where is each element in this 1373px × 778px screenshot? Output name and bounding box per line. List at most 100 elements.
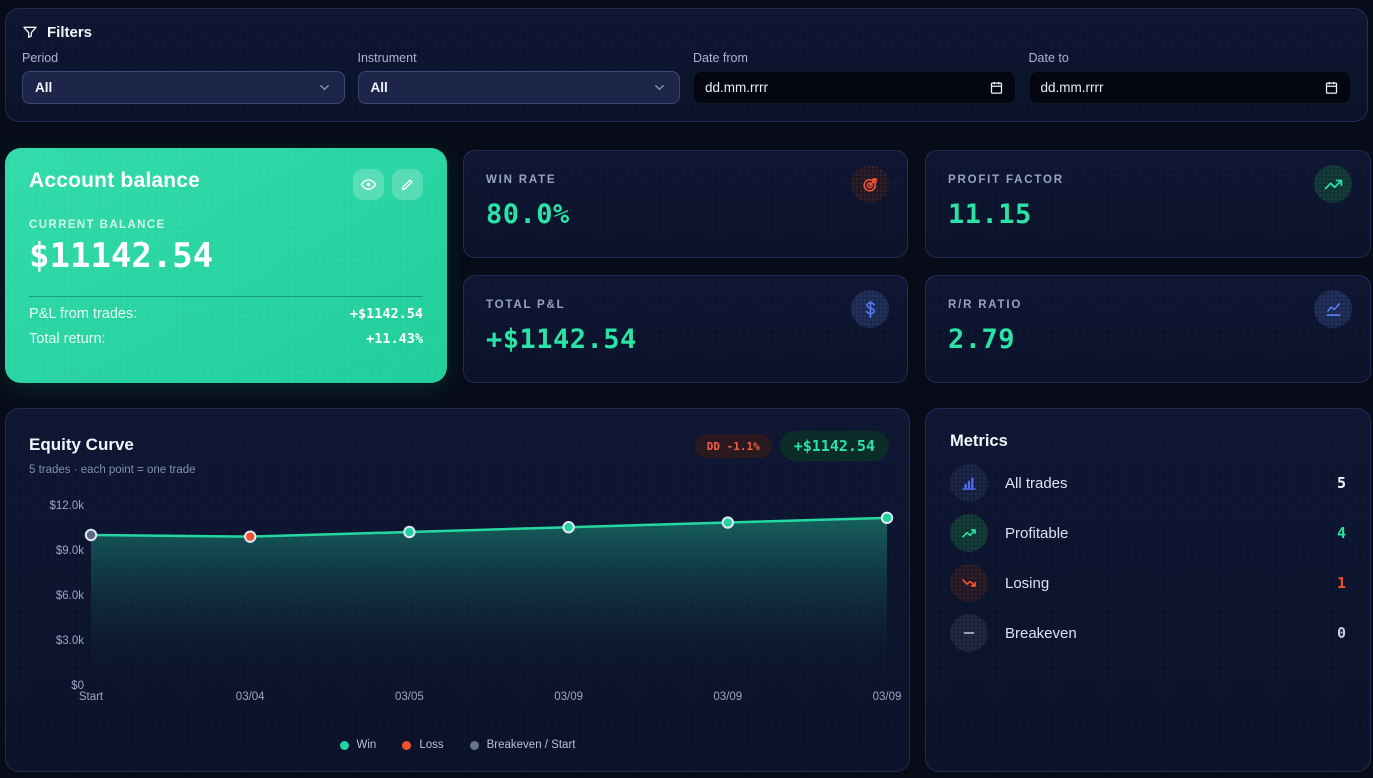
rr-ratio-card: R/R RATIO 2.79: [925, 275, 1371, 383]
total-return-value: +11.43%: [366, 331, 423, 347]
filters-panel: Filters Period All Instrument All Date f…: [5, 8, 1368, 122]
total-return-label: Total return:: [29, 331, 106, 347]
chevron-down-icon: [652, 80, 667, 95]
svg-text:$9.0k: $9.0k: [56, 545, 84, 557]
legend-dot-icon: [469, 740, 479, 750]
filter-date-to: Date to: [1028, 51, 1351, 104]
date-from-input[interactable]: [705, 80, 944, 95]
metric-label: Breakeven: [1005, 624, 1077, 642]
win-rate-value: 80.0%: [486, 199, 570, 230]
dollar-icon: [851, 290, 889, 328]
target-icon: [851, 165, 889, 203]
minus-icon: [950, 614, 988, 652]
legend-item: Breakeven / Start: [469, 739, 576, 751]
calendar-icon[interactable]: [989, 80, 1004, 95]
chart-point-win: [562, 521, 575, 534]
total-pnl-label: TOTAL P&L: [486, 299, 566, 311]
date-to-input-box[interactable]: [1028, 71, 1351, 104]
chevron-down-icon: [317, 80, 332, 95]
date-to-label: Date to: [1028, 51, 1069, 65]
legend-item: Win: [339, 739, 377, 751]
legend-label: Win: [356, 739, 377, 751]
legend-label: Breakeven / Start: [486, 739, 576, 751]
metric-row-losing: Losing 1: [950, 564, 1346, 602]
svg-text:$6.0k: $6.0k: [56, 590, 84, 602]
date-from-label: Date from: [693, 51, 748, 65]
toggle-balance-visibility-button[interactable]: [353, 169, 384, 200]
svg-text:03/09: 03/09: [713, 691, 742, 703]
win-rate-card: WIN RATE 80.0%: [463, 150, 908, 258]
metric-value-0: 5: [1336, 474, 1346, 492]
equity-pnl-badge: +$1142.54: [779, 431, 889, 461]
metrics-panel: Metrics All trades 5 Profitable 4: [925, 408, 1371, 772]
profit-factor-card: PROFIT FACTOR 11.15: [925, 150, 1371, 258]
metric-label: Losing: [1005, 574, 1050, 592]
current-balance-value: $11142.54: [29, 236, 214, 276]
legend-dot-icon: [402, 740, 412, 750]
metric-row-breakeven: Breakeven 0: [950, 614, 1346, 652]
metric-label: Profitable: [1005, 524, 1069, 542]
pnl-from-trades-label: P&L from trades:: [29, 306, 138, 322]
chart-legend: Win Loss Breakeven / Start: [6, 739, 909, 751]
metric-value-3: 0: [1336, 624, 1346, 642]
svg-text:$12.0k: $12.0k: [49, 500, 84, 512]
instrument-label: Instrument: [357, 51, 417, 65]
date-to-input[interactable]: [1040, 80, 1280, 95]
rr-ratio-label: R/R RATIO: [948, 299, 1023, 311]
period-label: Period: [22, 51, 59, 65]
filter-date-from: Date from: [693, 51, 1016, 104]
trend-down-icon: [950, 564, 988, 602]
pnl-from-trades-value: +$1142.54: [349, 306, 423, 322]
instrument-select-value: All: [370, 80, 388, 95]
trend-up-icon: [950, 514, 988, 552]
metric-label: All trades: [1005, 474, 1068, 492]
win-rate-label: WIN RATE: [486, 174, 557, 186]
equity-curve-subtitle: 5 trades · each point = one trade: [29, 464, 196, 476]
svg-text:03/05: 03/05: [395, 691, 424, 703]
profit-factor-value: 11.15: [948, 199, 1032, 230]
edit-balance-button[interactable]: [392, 169, 423, 200]
bar-chart-icon: [950, 464, 988, 502]
svg-text:$0: $0: [71, 680, 84, 692]
rr-ratio-value: 2.79: [948, 324, 1016, 355]
trend-up-icon: [1314, 165, 1352, 203]
filter-period: Period All: [22, 51, 345, 104]
legend-dot-icon: [339, 740, 349, 750]
legend-label: Loss: [419, 739, 444, 751]
profit-factor-label: PROFIT FACTOR: [948, 174, 1064, 186]
equity-curve-panel: Equity Curve 5 trades · each point = one…: [5, 408, 910, 772]
metric-value-2: 1: [1336, 574, 1346, 592]
filters-title: Filters: [47, 23, 93, 41]
period-select-value: All: [35, 80, 53, 95]
divider: [29, 296, 423, 297]
total-pnl-value: +$1142.54: [486, 324, 637, 355]
equity-curve-title: Equity Curve: [29, 435, 134, 454]
metric-row-profitable: Profitable 4: [950, 514, 1346, 552]
account-balance-title: Account balance: [29, 169, 201, 192]
total-pnl-card: TOTAL P&L +$1142.54: [463, 275, 908, 383]
date-from-input-box[interactable]: [693, 71, 1016, 104]
svg-text:03/04: 03/04: [236, 691, 265, 703]
chart-point-win: [880, 511, 894, 525]
metrics-title: Metrics: [950, 432, 1008, 450]
legend-item: Loss: [402, 739, 444, 751]
filter-instrument: Instrument All: [357, 51, 680, 104]
chart-point-loss: [244, 530, 257, 543]
metric-value-1: 4: [1336, 524, 1346, 542]
svg-text:03/09: 03/09: [873, 691, 902, 703]
funnel-icon: [22, 24, 38, 40]
chart-point-win: [721, 516, 734, 529]
pencil-icon: [400, 177, 415, 192]
calendar-icon[interactable]: [1324, 80, 1339, 95]
eye-icon: [360, 176, 377, 193]
period-select[interactable]: All: [22, 71, 345, 104]
metric-row-all-trades: All trades 5: [950, 464, 1346, 502]
chart-point-start: [84, 528, 98, 542]
current-balance-label: CURRENT BALANCE: [29, 219, 166, 231]
instrument-select[interactable]: All: [357, 71, 680, 104]
svg-text:03/09: 03/09: [554, 691, 583, 703]
svg-text:$3.0k: $3.0k: [56, 635, 84, 647]
chart-point-win: [403, 525, 416, 539]
svg-text:Start: Start: [79, 691, 104, 703]
